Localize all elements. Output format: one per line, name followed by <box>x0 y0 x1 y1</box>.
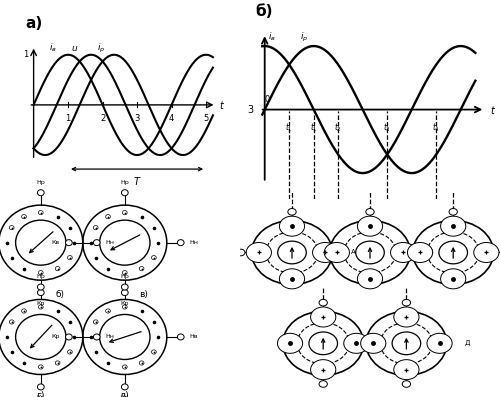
Circle shape <box>236 249 245 256</box>
Text: $t_4$: $t_4$ <box>432 121 440 133</box>
Text: 1: 1 <box>23 50 28 59</box>
Text: Кр: Кр <box>36 395 45 397</box>
Text: Кр: Кр <box>52 335 60 339</box>
Circle shape <box>122 289 128 296</box>
Circle shape <box>360 333 386 353</box>
Circle shape <box>310 307 336 327</box>
Circle shape <box>38 384 44 390</box>
Circle shape <box>278 333 302 353</box>
Text: 2: 2 <box>100 114 105 123</box>
Circle shape <box>38 190 44 196</box>
Text: Г: Г <box>382 340 386 346</box>
Circle shape <box>94 334 100 340</box>
Text: 4: 4 <box>169 114 174 123</box>
Text: $i_р$: $i_р$ <box>300 31 308 44</box>
Text: $i_в$: $i_в$ <box>268 31 276 43</box>
Text: $t$: $t$ <box>490 104 496 116</box>
Circle shape <box>394 360 419 380</box>
Text: Нв: Нв <box>190 335 198 339</box>
Circle shape <box>474 243 499 262</box>
Text: $i_в$: $i_в$ <box>48 42 56 54</box>
Text: Нн: Нн <box>106 335 114 339</box>
Circle shape <box>440 269 466 289</box>
Text: $t$: $t$ <box>219 99 226 111</box>
Text: $t_3$: $t_3$ <box>383 121 391 133</box>
Circle shape <box>402 299 410 306</box>
Circle shape <box>310 360 336 380</box>
Circle shape <box>408 243 432 262</box>
Circle shape <box>122 190 128 196</box>
Text: в): в) <box>140 290 148 299</box>
Text: б): б) <box>255 4 272 19</box>
Circle shape <box>324 243 349 262</box>
Text: 3: 3 <box>248 104 254 115</box>
Circle shape <box>319 381 328 387</box>
Text: Б: Б <box>428 249 433 256</box>
Circle shape <box>358 216 382 236</box>
Circle shape <box>38 284 44 290</box>
Text: $T$: $T$ <box>133 175 141 187</box>
Text: Нр: Нр <box>120 274 129 279</box>
Text: Кв: Кв <box>120 395 129 397</box>
Circle shape <box>288 208 296 215</box>
Text: Нр: Нр <box>36 274 45 279</box>
Text: Нр: Нр <box>120 180 129 185</box>
Circle shape <box>280 269 304 289</box>
Circle shape <box>246 243 272 262</box>
Text: Нн: Нн <box>190 240 198 245</box>
Circle shape <box>402 381 410 387</box>
Circle shape <box>66 334 72 340</box>
Circle shape <box>358 269 382 289</box>
Text: А: А <box>350 249 355 256</box>
Circle shape <box>394 307 419 327</box>
Text: Д: Д <box>465 340 470 347</box>
Circle shape <box>38 289 44 296</box>
Circle shape <box>94 240 100 246</box>
Text: Кр: Кр <box>120 301 129 306</box>
Text: г): г) <box>36 391 45 397</box>
Text: Кр: Кр <box>36 301 45 306</box>
Text: б): б) <box>56 290 64 299</box>
Text: д): д) <box>120 391 130 397</box>
Text: Нн: Нн <box>106 240 114 245</box>
Text: $u$: $u$ <box>72 44 78 53</box>
Circle shape <box>427 333 452 353</box>
Circle shape <box>66 240 72 246</box>
Text: Кв: Кв <box>52 240 60 245</box>
Circle shape <box>312 243 338 262</box>
Text: Нр: Нр <box>36 180 45 185</box>
Text: 3: 3 <box>134 114 140 123</box>
Circle shape <box>344 333 369 353</box>
Text: а): а) <box>25 16 42 31</box>
Circle shape <box>178 334 184 340</box>
Text: $t_2$: $t_2$ <box>334 121 342 133</box>
Circle shape <box>449 208 458 215</box>
Circle shape <box>122 384 128 390</box>
Text: 5: 5 <box>204 114 208 123</box>
Circle shape <box>366 208 374 215</box>
Text: $i_р$: $i_р$ <box>96 42 105 55</box>
Text: $t_1$: $t_1$ <box>310 121 318 133</box>
Circle shape <box>122 284 128 290</box>
Text: 1: 1 <box>66 114 70 123</box>
Circle shape <box>319 299 328 306</box>
Text: $t_1$: $t_1$ <box>286 121 293 133</box>
Circle shape <box>178 240 184 246</box>
Text: 0: 0 <box>264 96 270 104</box>
Circle shape <box>440 216 466 236</box>
Circle shape <box>390 243 415 262</box>
Circle shape <box>280 216 304 236</box>
